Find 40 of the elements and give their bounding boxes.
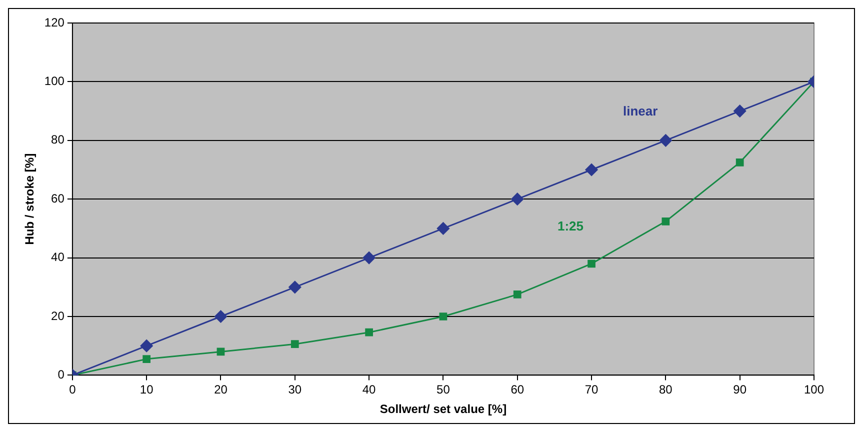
point [142, 355, 151, 363]
x-tick-label: 40 [362, 382, 376, 397]
y-tick-label: 120 [44, 15, 65, 30]
point [585, 164, 598, 176]
point [365, 328, 373, 336]
point [662, 217, 670, 226]
point [140, 340, 153, 352]
point [436, 222, 450, 235]
x-tick-label: 70 [584, 382, 599, 397]
y-tick-label: 100 [44, 74, 65, 88]
x-tick-label: 60 [510, 382, 524, 397]
x-tick-label: 50 [436, 382, 450, 397]
series-label: linear [622, 103, 658, 118]
point [216, 348, 225, 356]
point [362, 252, 376, 264]
point [511, 192, 524, 206]
y-tick-label: 20 [51, 308, 65, 323]
x-tick-label: 90 [733, 382, 747, 397]
y-tick-label: 60 [51, 191, 65, 206]
y-tick-label: 80 [51, 132, 65, 147]
point [659, 134, 672, 147]
point [439, 312, 448, 320]
y-tick-label: 0 [58, 368, 65, 382]
x-tick-label: 20 [214, 382, 228, 397]
text: 1:25 [557, 218, 584, 234]
x-tick-label: 80 [659, 382, 673, 397]
y-axis-title: Hub / stroke [%] [22, 153, 37, 245]
point [290, 340, 299, 348]
x-tick-label: 30 [288, 382, 302, 397]
point [288, 280, 302, 294]
x-axis-title: Sollwert/ set value [%] [380, 402, 507, 416]
x-tick-label: 0 [69, 382, 76, 397]
y-tick-label: 40 [51, 250, 65, 264]
point [214, 310, 227, 323]
point [736, 158, 744, 166]
x-tick-label: 100 [804, 382, 824, 397]
point [513, 290, 522, 298]
point [734, 104, 746, 118]
point [588, 260, 596, 268]
x-tick-label: 10 [140, 382, 154, 397]
